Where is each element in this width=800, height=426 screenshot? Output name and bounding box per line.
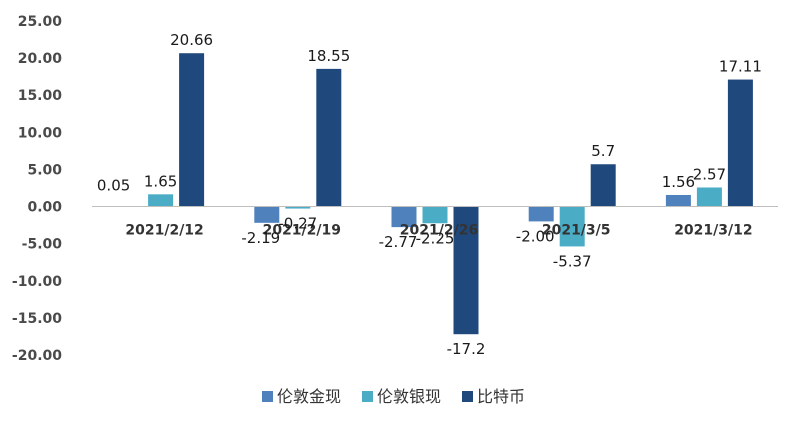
x-tick-label: 2021/3/12 <box>674 223 752 239</box>
bar <box>559 206 585 247</box>
bar-group <box>117 53 753 335</box>
y-tick-label: -20.00 <box>12 348 62 364</box>
data-labels: 0.05 1.65 20.66 -2.19-0.27 18.55 -2.77-2.25 -1… <box>97 31 762 358</box>
legend-swatch <box>462 391 473 402</box>
y-tick-label: 5.00 <box>27 162 62 178</box>
legend-label: 伦敦金现 <box>277 387 341 406</box>
data-label: -2.77 <box>379 233 418 251</box>
legend-swatch <box>262 391 273 402</box>
x-axis-labels: 2021/2/12 2021/2/19 2021/2/26 2021/3/5 2021/… <box>125 223 752 239</box>
bar <box>391 206 417 228</box>
bar <box>179 53 205 207</box>
y-tick-label: 10.00 <box>18 125 63 141</box>
data-label: 1.56 <box>662 173 695 191</box>
bar <box>285 206 311 209</box>
y-tick-label: 0.00 <box>27 200 62 216</box>
y-tick-label: 25.00 <box>18 14 63 30</box>
data-label: -2.19 <box>241 229 280 247</box>
bar <box>727 79 753 207</box>
y-tick-label: -5.00 <box>22 237 63 253</box>
data-label: 5.7 <box>591 142 615 160</box>
legend-label: 伦敦银现 <box>377 387 441 406</box>
y-tick-label: -10.00 <box>12 274 62 290</box>
bar <box>148 194 174 207</box>
data-label: -5.37 <box>553 252 592 270</box>
bar <box>528 206 554 222</box>
bar <box>696 187 722 207</box>
data-label: -17.2 <box>447 340 486 358</box>
bar <box>590 164 616 207</box>
data-label: -2.25 <box>416 229 455 247</box>
data-label: 17.11 <box>719 58 762 76</box>
x-tick-label: 2021/2/12 <box>125 223 203 239</box>
x-tick-label: 2021/2/26 <box>400 223 478 239</box>
y-axis-ticks: 25.00 20.00 15.00 10.00 5.00 0.00 -5.00 -10.00 -… <box>12 14 62 364</box>
data-label: -2.00 <box>516 227 555 245</box>
data-label: -0.27 <box>278 215 317 233</box>
x-tick-label: 2021/3/5 <box>542 223 611 239</box>
legend: 伦敦金现 伦敦银现 比特币 <box>262 387 525 406</box>
data-label: 20.66 <box>170 31 213 49</box>
y-tick-label: 15.00 <box>18 88 63 104</box>
x-tick-label: 2021/2/19 <box>263 223 341 239</box>
data-label: 18.55 <box>307 47 350 65</box>
bar <box>316 68 342 207</box>
data-label: 1.65 <box>144 172 177 190</box>
data-label: 0.05 <box>97 177 130 195</box>
bar <box>453 206 479 335</box>
bar <box>254 206 280 223</box>
legend-swatch <box>362 391 373 402</box>
y-tick-label: 20.00 <box>18 51 63 67</box>
data-label: 2.57 <box>693 165 726 183</box>
legend-label: 比特币 <box>477 387 525 406</box>
bar <box>665 194 691 207</box>
y-tick-label: -15.00 <box>12 311 62 327</box>
bar <box>422 206 448 224</box>
